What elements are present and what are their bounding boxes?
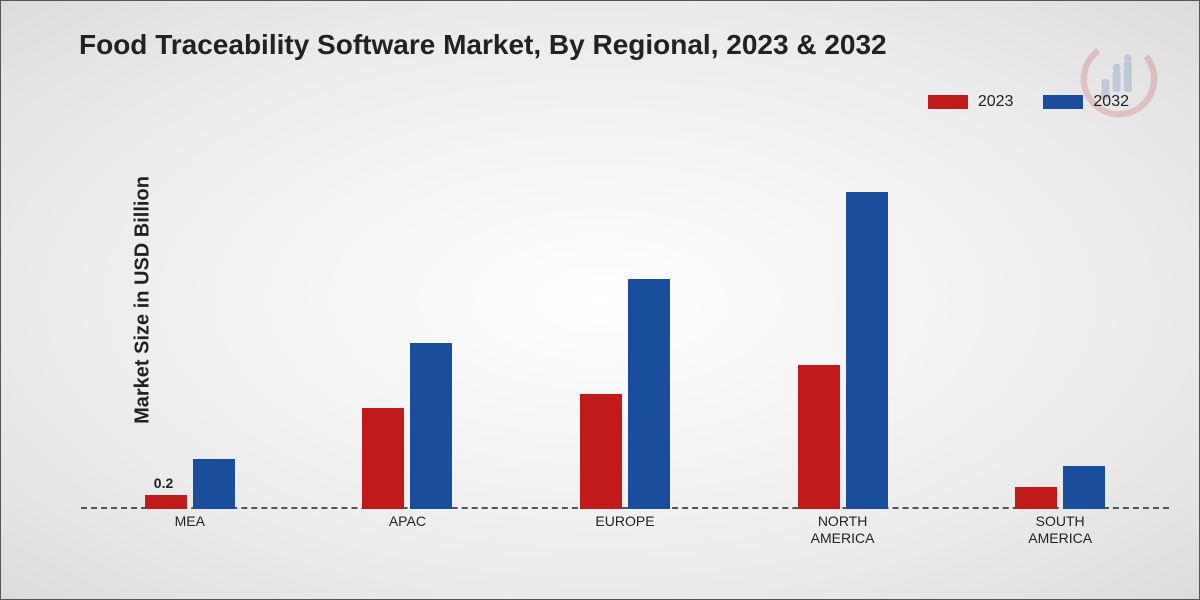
bar-group: 0.2: [145, 459, 235, 509]
bar: [1063, 466, 1105, 509]
legend-swatch-2032: [1043, 95, 1083, 109]
x-axis-labels: MEA APAC EUROPE NORTH AMERICA SOUTH AMERICA: [81, 513, 1169, 547]
x-axis-label: SOUTH AMERICA: [1000, 513, 1120, 547]
bar: [362, 408, 404, 509]
bar-group: [362, 343, 452, 509]
data-label: 0.2: [154, 475, 173, 491]
chart-title: Food Traceability Software Market, By Re…: [79, 29, 887, 61]
legend-label-2023: 2023: [978, 93, 1014, 111]
legend: 2023 2032: [928, 93, 1129, 111]
bar-group: [1015, 466, 1105, 509]
bar: [580, 394, 622, 509]
bar: [628, 279, 670, 509]
plot-area: 0.2: [81, 151, 1169, 509]
bar-group: [798, 192, 888, 509]
bar-groups: 0.2: [81, 151, 1169, 509]
x-axis-label: MEA: [130, 513, 250, 547]
bar-group: [580, 279, 670, 509]
bar: [798, 365, 840, 509]
legend-swatch-2023: [928, 95, 968, 109]
bar: [1015, 487, 1057, 509]
bar: [193, 459, 235, 509]
bar: [846, 192, 888, 509]
bar: [410, 343, 452, 509]
chart-container: Food Traceability Software Market, By Re…: [1, 1, 1199, 599]
legend-label-2032: 2032: [1093, 93, 1129, 111]
x-axis-label: NORTH AMERICA: [783, 513, 903, 547]
bar: [145, 495, 187, 509]
legend-item-2023: 2023: [928, 93, 1014, 111]
x-axis-label: APAC: [347, 513, 467, 547]
x-axis-label: EUROPE: [565, 513, 685, 547]
legend-item-2032: 2032: [1043, 93, 1129, 111]
